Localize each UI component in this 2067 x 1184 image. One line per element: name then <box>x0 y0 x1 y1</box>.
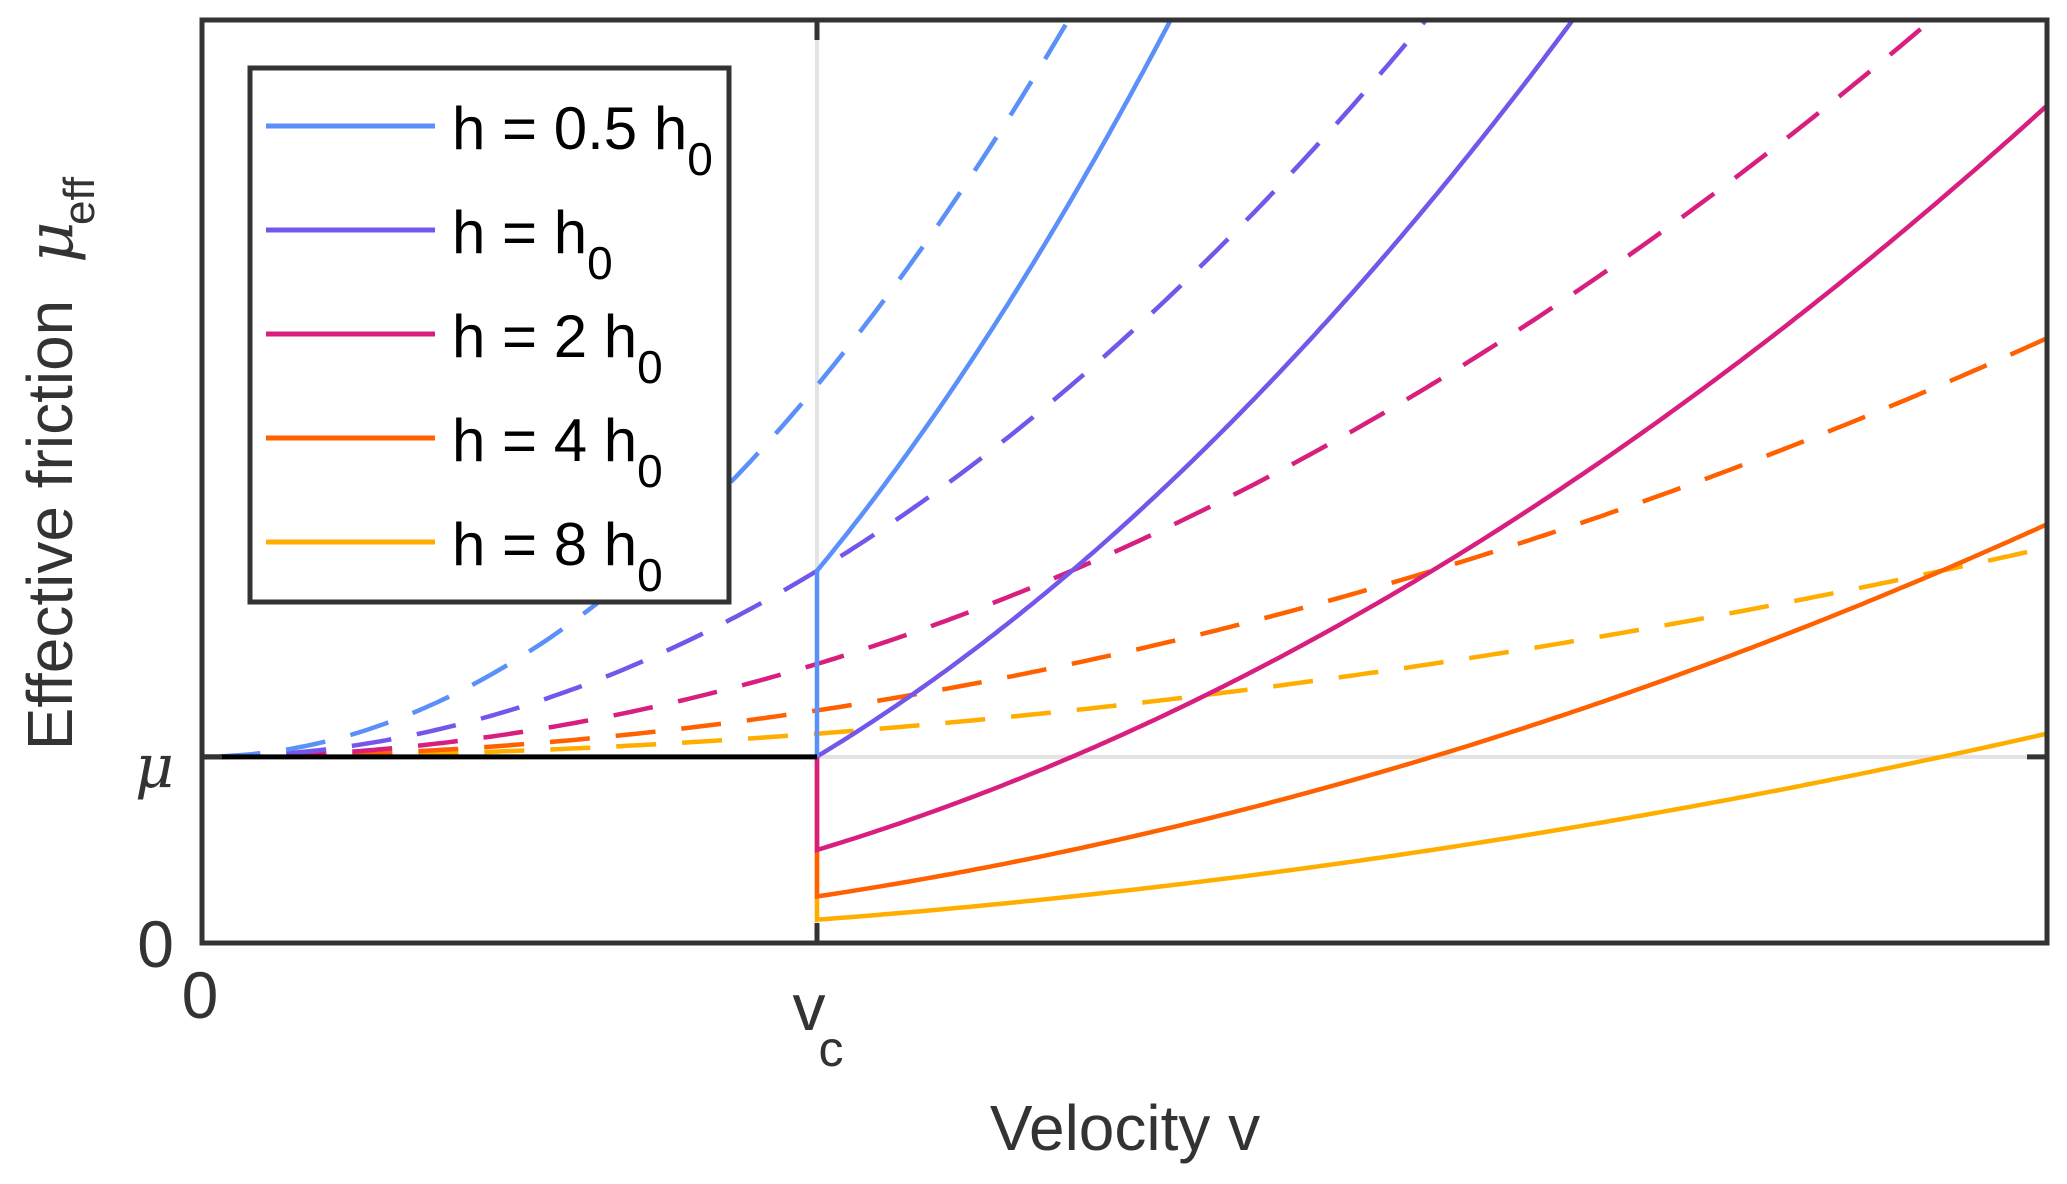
solid-curve-2 <box>814 20 1576 759</box>
solid-curve-5 <box>814 731 2047 923</box>
legend-label-text: h = 8 h <box>452 511 637 578</box>
legend-label-subscript: 0 <box>637 341 663 393</box>
legend-label-subscript: 0 <box>637 549 663 601</box>
axes <box>199 17 2050 946</box>
x-tick-label-1: v <box>793 970 826 1044</box>
legend-label-subscript: 0 <box>587 237 613 289</box>
legend-label-1: h = 0.5 h0 <box>452 95 713 185</box>
tick-labels: 0 vc 0 μ <box>135 732 844 1077</box>
legend-label-text: h = h <box>452 199 587 266</box>
legend-label-text: h = 4 h <box>452 407 637 474</box>
legend: h = 0.5 h0h = h0h = 2 h0h = 4 h0h = 8 h0 <box>247 65 732 605</box>
y-axis-label-text: Effective friction <box>14 300 86 751</box>
legend-label-subscript: 0 <box>687 133 713 185</box>
legend-label-4: h = 4 h0 <box>452 407 663 497</box>
x-axis-label: Velocity v <box>990 1092 1260 1164</box>
y-tick-label-1: μ <box>135 732 174 802</box>
legend-label-text: h = 0.5 h <box>452 95 687 162</box>
solid-curve-3 <box>814 103 2047 854</box>
legend-label-2: h = h0 <box>452 199 613 289</box>
y-axis-label-subscript: eff <box>55 176 104 225</box>
legend-label-5: h = 8 h0 <box>452 511 663 601</box>
y-tick-label-0: 0 <box>137 907 174 981</box>
x-tick-label-subscript-1: c <box>819 1021 844 1077</box>
dashed-curve-5 <box>220 545 2047 760</box>
y-axis-label: Effective friction <box>14 300 86 751</box>
series-group <box>202 20 2047 923</box>
dashed-curve-2 <box>220 20 1429 759</box>
legend-label-text: h = 2 h <box>452 303 637 370</box>
legend-label-subscript: 0 <box>637 445 663 497</box>
solid-curve-4 <box>814 522 2047 900</box>
plot-frame <box>199 17 2050 946</box>
legend-label-3: h = 2 h0 <box>452 303 663 393</box>
solid-curve-1 <box>814 20 1174 757</box>
x-tick-label-0: 0 <box>182 958 219 1032</box>
y-axis-label-symbol: μ <box>14 221 88 263</box>
dashed-curve-3 <box>220 20 1935 760</box>
y-axis-label-group: Effective friction μ eff <box>14 176 104 750</box>
